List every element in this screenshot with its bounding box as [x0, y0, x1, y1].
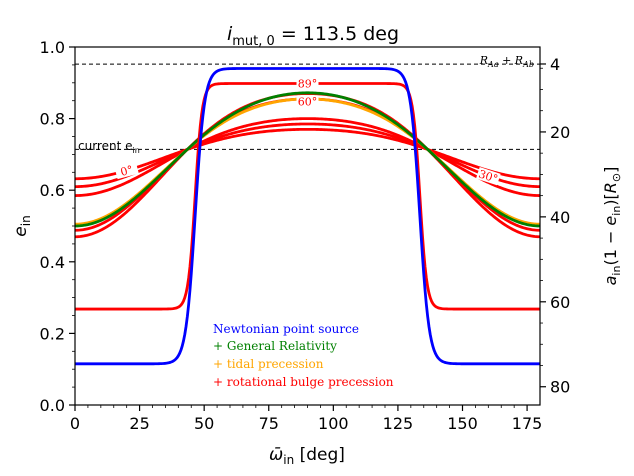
legend-item-rotational: + rotational bulge precession	[213, 375, 394, 389]
y-tick-label-5: 1.0	[40, 38, 65, 57]
legend: Newtonian point source + General Relativ…	[213, 322, 394, 389]
curve-label-bg-4	[296, 95, 319, 108]
x-tick-label-7: 175	[512, 414, 543, 433]
y2-tick-label-4: 80	[550, 378, 570, 397]
y-axis-left: 0.0 0.2 0.4 0.6 0.8 1.0	[40, 38, 75, 415]
legend-item-tidal: + tidal precession	[213, 357, 324, 371]
series-line-7	[75, 122, 540, 189]
x-axis: 0 25 50 75 100 125 150 175	[70, 405, 542, 433]
y-tick-label-4: 0.8	[40, 110, 65, 129]
chart-title: imut, 0 = 113.5 deg	[227, 23, 399, 49]
series-line-6	[75, 117, 540, 197]
series-line-0	[75, 67, 540, 366]
curve-labels: 89° 60° 30° 0°	[114, 77, 501, 186]
curve-label-7: 30°	[477, 167, 500, 185]
x-tick-label-1: 25	[129, 414, 149, 433]
x-axis-label: ω̄in [deg]	[269, 445, 345, 467]
y-axis-right: 4 20 40 60 80	[540, 55, 570, 397]
current-ein-label: current ein	[78, 139, 140, 155]
x-tick-label-2: 50	[194, 414, 214, 433]
x-tick-label-4: 100	[318, 414, 349, 433]
y2-tick-label-0: 4	[550, 55, 560, 74]
roche-limit-label: RAa + RAb	[479, 54, 534, 69]
curve-label-3: 89°	[298, 78, 318, 91]
y-axis-label: ein	[11, 215, 33, 236]
y-tick-label-1: 0.2	[40, 324, 65, 343]
curve-label-8: 0°	[119, 163, 134, 179]
y2-tick-label-2: 40	[550, 208, 570, 227]
curve-label-bg-3	[296, 77, 319, 90]
curves-group	[75, 67, 540, 366]
curve-label-bg-8	[114, 161, 139, 180]
series-line-1	[75, 91, 540, 228]
y2-tick-label-1: 20	[550, 123, 570, 142]
y2-axis-label: ain(1 − ein)[R⊙]	[601, 167, 623, 286]
legend-item-gr: + General Relativity	[213, 339, 337, 353]
y-tick-label-2: 0.4	[40, 253, 65, 272]
y-tick-label-3: 0.6	[40, 181, 65, 200]
curve-label-4: 60°	[298, 96, 318, 109]
curve-label-bg-7	[476, 167, 501, 186]
x-tick-label-5: 125	[383, 414, 414, 433]
x-tick-label-6: 150	[447, 414, 478, 433]
x-tick-label-3: 75	[259, 414, 279, 433]
y-tick-label-0: 0.0	[40, 396, 65, 415]
legend-item-newtonian: Newtonian point source	[213, 322, 359, 336]
series-line-8	[75, 127, 540, 181]
x-tick-label-0: 0	[70, 414, 80, 433]
y2-tick-label-3: 60	[550, 293, 570, 312]
